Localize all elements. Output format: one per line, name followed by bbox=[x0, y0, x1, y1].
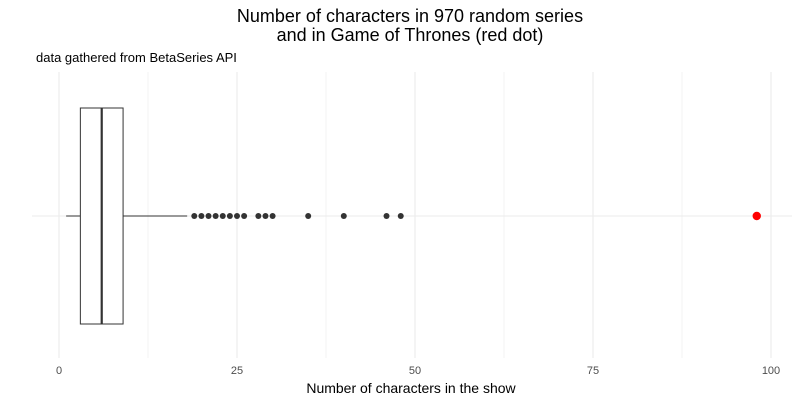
points-layer bbox=[191, 211, 761, 221]
outlier-point bbox=[234, 213, 240, 219]
highlight-point bbox=[752, 211, 761, 221]
outlier-point bbox=[212, 213, 219, 219]
box-layer bbox=[66, 107, 188, 325]
outlier-point bbox=[226, 213, 233, 219]
outlier-point bbox=[191, 213, 198, 219]
outlier-point bbox=[340, 213, 347, 219]
outlier-point bbox=[205, 213, 212, 219]
outlier-point bbox=[255, 213, 262, 219]
chart-title-line-1: Number of characters in 970 random serie… bbox=[237, 6, 583, 26]
x-tick-label: 75 bbox=[587, 365, 599, 377]
outlier-point bbox=[269, 213, 276, 219]
x-tick-label: 100 bbox=[762, 365, 780, 377]
chart-title-line-2: and in Game of Thrones (red dot) bbox=[277, 25, 544, 45]
outlier-point bbox=[241, 213, 248, 219]
outlier-point bbox=[305, 213, 312, 219]
x-tick-label: 0 bbox=[56, 365, 62, 377]
outlier-point bbox=[219, 213, 226, 219]
ticks-layer: 0 25 50 75 100 bbox=[56, 365, 780, 377]
outlier-point bbox=[397, 213, 404, 219]
outlier-point bbox=[198, 213, 205, 219]
outlier-point bbox=[262, 213, 269, 219]
grid-layer bbox=[32, 72, 792, 358]
x-tick-label: 25 bbox=[231, 365, 243, 377]
x-tick-label: 50 bbox=[409, 365, 421, 377]
chart-subtitle: data gathered from BetaSeries API bbox=[36, 50, 237, 65]
outlier-point bbox=[383, 213, 390, 219]
x-axis-label: Number of characters in the show bbox=[306, 380, 516, 396]
